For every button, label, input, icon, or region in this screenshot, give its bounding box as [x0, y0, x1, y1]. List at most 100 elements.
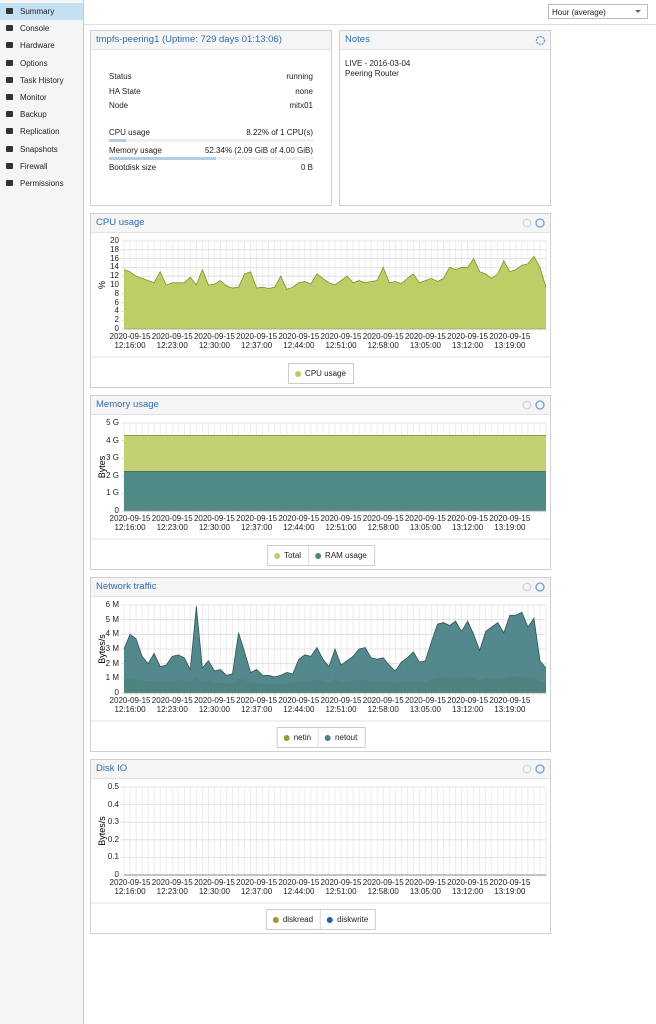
- nav-item[interactable]: Firewall: [0, 158, 83, 175]
- legend-item[interactable]: netin: [278, 728, 318, 747]
- usage-track: [109, 139, 314, 142]
- nav-item[interactable]: Console: [0, 20, 83, 37]
- nav-icon: [6, 128, 13, 135]
- edit-icon[interactable]: [535, 35, 546, 46]
- panel-tools: [522, 764, 545, 774]
- y-tick-label: 6 M: [105, 600, 119, 609]
- nav-icon: [6, 59, 13, 66]
- legend: Total RAM usage: [267, 545, 375, 566]
- line: [123, 606, 547, 678]
- y-tick-label: 18: [110, 244, 119, 254]
- legend-item[interactable]: CPU usage: [289, 364, 353, 383]
- x-tick-label: 2020-09-15 13:19:00: [489, 332, 531, 350]
- status-label: Memory usage: [109, 146, 162, 155]
- x-tick-label: 2020-09-15 12:58:00: [362, 878, 404, 896]
- x-tick-label: 2020-09-15 12:37:00: [236, 332, 278, 350]
- status-value: none: [295, 87, 313, 96]
- y-tick-label: 0: [114, 506, 119, 515]
- x-tick-label: 2020-09-15 12:23:00: [151, 696, 193, 714]
- legend-item[interactable]: diskwrite: [320, 910, 375, 929]
- x-tick-label: 2020-09-15 12:30:00: [193, 878, 235, 896]
- nav-item[interactable]: Task History: [0, 72, 83, 89]
- area: [124, 256, 546, 329]
- chart-title: Network traffic: [91, 578, 550, 597]
- x-tick-label: 2020-09-15 12:44:00: [278, 696, 320, 714]
- nav-item[interactable]: Summary: [0, 3, 83, 20]
- nav-label: Monitor: [20, 93, 47, 102]
- x-tick-label: 2020-09-15 13:05:00: [404, 514, 446, 532]
- y-tick-label: 14: [110, 262, 119, 272]
- y-tick-label: 0.4: [107, 799, 119, 809]
- y-tick-label: 4 G: [106, 435, 119, 445]
- legend-swatch: [315, 552, 322, 559]
- legend-label: netin: [293, 733, 312, 742]
- nav-item[interactable]: Monitor: [0, 89, 83, 106]
- y-tick-label: 0: [114, 324, 119, 333]
- x-tick-label: 2020-09-15 12:51:00: [320, 514, 362, 532]
- y-tick-label: 0: [114, 870, 119, 879]
- undo-zoom: [522, 582, 532, 592]
- x-tick-label: 2020-09-15 12:23:00: [151, 514, 193, 532]
- legend-label: diskread: [282, 915, 314, 924]
- legend-item[interactable]: diskread: [267, 910, 320, 929]
- legend-swatch: [327, 916, 334, 923]
- legend: netin netout: [276, 727, 366, 748]
- nav-label: Firewall: [20, 161, 48, 171]
- nav-label: Permissions: [20, 179, 64, 188]
- y-tick-label: 16: [110, 253, 119, 263]
- nav-item[interactable]: Backup: [0, 106, 83, 123]
- status-label: HA State: [109, 87, 141, 96]
- legend-item[interactable]: RAM usage: [308, 546, 374, 565]
- nav-label: Backup: [20, 110, 47, 120]
- y-tick-label: 5 G: [106, 418, 119, 427]
- legend-label: Total: [284, 551, 302, 560]
- nav-item[interactable]: Replication: [0, 123, 83, 140]
- legend-label: netout: [335, 733, 358, 742]
- y-tick-label: 4 M: [105, 629, 119, 639]
- nav-icon: [6, 180, 13, 186]
- y-tick-label: 12: [110, 271, 119, 281]
- x-tick-label: 2020-09-15 13:05:00: [404, 332, 446, 350]
- chart-panel: Disk IO Bytes/s 2020-09-15 12:16:00 2020-09…: [90, 759, 551, 934]
- legend-swatch: [325, 734, 332, 741]
- nav-item[interactable]: Hardware: [0, 37, 83, 54]
- y-tick-label: 0.1: [107, 852, 119, 862]
- chart: Bytes: [91, 400, 550, 540]
- legend-swatch: [283, 734, 290, 741]
- panel-tools: [522, 218, 545, 228]
- y-tick-label: 1 G: [106, 488, 119, 498]
- nav-icon: [6, 25, 13, 32]
- x-tick-label: 2020-09-15 13:19:00: [489, 514, 531, 532]
- y-tick-label: 3 M: [105, 644, 119, 653]
- chart-title: Memory usage: [91, 396, 550, 415]
- nav-item[interactable]: Snapshots: [0, 141, 83, 158]
- timeframe-select[interactable]: Hour (average): [548, 4, 648, 19]
- x-tick-label: 2020-09-15 12:30:00: [193, 696, 235, 714]
- x-tick-label: 2020-09-15 12:37:00: [236, 878, 278, 896]
- refresh: [535, 582, 545, 592]
- status-panel: tmpfs-peering1 (Uptime: 729 days 01:13:0…: [90, 30, 332, 206]
- status-value: mitx01: [289, 101, 313, 110]
- nav-icon: [6, 76, 13, 83]
- chart-title: CPU usage: [91, 214, 550, 233]
- undo-zoom: [522, 218, 532, 228]
- refresh: [535, 764, 545, 774]
- status-value: running: [286, 72, 313, 81]
- nav-label: Snapshots: [20, 144, 58, 154]
- nav-label: Replication: [20, 127, 60, 137]
- chart: Bytes/s: [91, 764, 550, 904]
- chart-panel: Network traffic Bytes/s 2020-09-15 12:16:0…: [90, 577, 551, 752]
- x-tick-label: 2020-09-15 12:37:00: [236, 696, 278, 714]
- x-tick-label: 2020-09-15 12:37:00: [236, 514, 278, 532]
- nav-item[interactable]: Options: [0, 55, 83, 72]
- nav-icon: [6, 162, 13, 169]
- legend-swatch: [295, 370, 302, 377]
- nav-item[interactable]: Permissions: [0, 175, 83, 192]
- x-tick-label: 2020-09-15 12:44:00: [278, 878, 320, 896]
- x-tick-label: 2020-09-15 12:44:00: [278, 514, 320, 532]
- x-tick-label: 2020-09-15 13:19:00: [489, 696, 531, 714]
- y-axis-label: Bytes/s: [97, 634, 107, 664]
- legend-item[interactable]: netout: [318, 728, 364, 747]
- legend-item[interactable]: Total: [268, 546, 308, 565]
